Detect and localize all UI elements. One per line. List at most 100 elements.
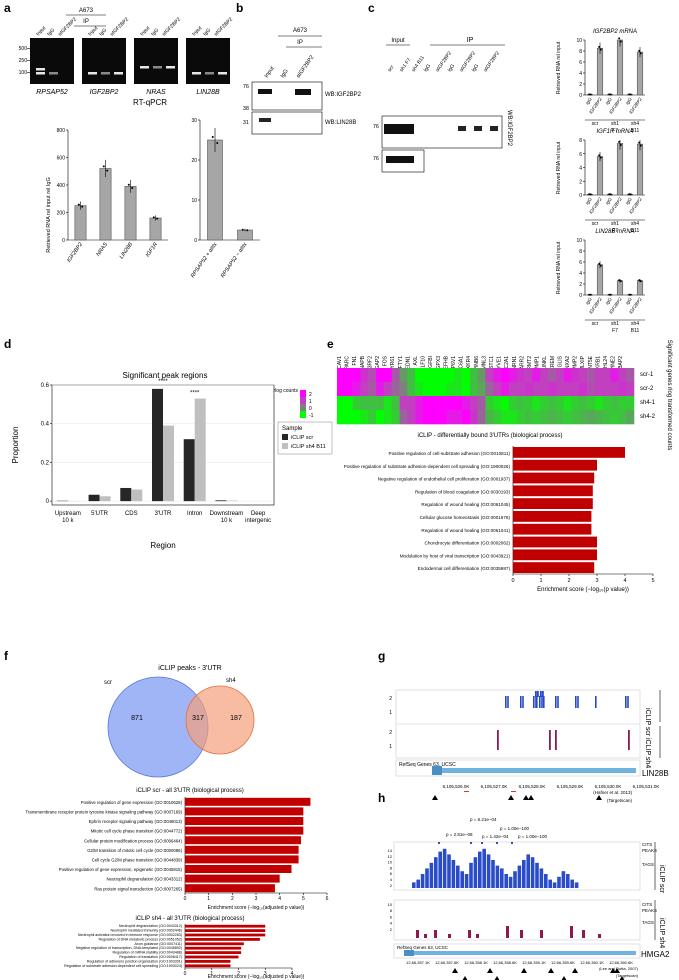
go-term-f-go2: Neutrophil degranulation (GO:0043312) xyxy=(119,924,182,928)
g-coord: 6,105,528.0K xyxy=(519,784,546,789)
lane-label: αIGF2BP2 xyxy=(161,16,182,37)
heatmap-cell xyxy=(462,382,471,397)
a-right-ytick-label: 30 xyxy=(191,118,197,124)
f-venn-count: 187 xyxy=(230,715,242,722)
go-term-f-go1: Ras protein signal transduction (GO:0007… xyxy=(94,886,182,891)
heatmap-cell xyxy=(454,382,463,397)
e-gene-label: STC1 xyxy=(489,356,495,369)
point-c-lin28b xyxy=(639,280,642,283)
xtick-label-a-left: NRAS xyxy=(95,241,109,257)
h-cits xyxy=(470,842,472,844)
h-tick: 12 xyxy=(388,854,393,859)
d-xtick-label: 5'UTR xyxy=(91,511,108,517)
heatmap-cell xyxy=(524,368,533,383)
heatmap-cell xyxy=(571,368,580,383)
e-gene-label: LYVE1 xyxy=(497,356,503,371)
heatmap-cell xyxy=(469,396,478,411)
c-group-label: B11 xyxy=(631,328,640,334)
heatmap-cell xyxy=(454,396,463,411)
f-go1-xtick-label: 1 xyxy=(207,896,210,902)
heatmap-cell xyxy=(579,368,588,383)
h-coord: 12,66,359.1K xyxy=(522,960,546,965)
heatmap-cell xyxy=(469,410,478,425)
g-scr-peak xyxy=(522,696,524,708)
h-sh4-bar xyxy=(598,934,601,938)
h-sh4-bar xyxy=(540,930,543,938)
h-coord: 12,66,358.6K xyxy=(493,960,517,965)
heatmap-cell xyxy=(462,410,471,425)
c-group-label: scr xyxy=(592,121,599,127)
bar-f-go1-0 xyxy=(185,797,311,806)
d-legend-title: Sample xyxy=(282,426,303,432)
bar-f-go2-2 xyxy=(185,933,266,937)
bar-e-go-0 xyxy=(513,447,625,458)
heatmap-cell xyxy=(383,396,393,411)
bar-e-go-4 xyxy=(513,498,593,509)
heatmap-cell xyxy=(446,382,455,397)
bar-f-go1-5 xyxy=(185,845,299,854)
heatmap-cell xyxy=(563,410,572,425)
h-tick: 6 xyxy=(390,914,393,919)
heatmap-cell xyxy=(508,410,518,425)
heatmap-cell xyxy=(368,368,377,383)
e-gene-label: SPARC xyxy=(345,356,351,373)
heatmap-cell xyxy=(548,410,557,425)
go-term-e-go: Positive regulation of substrate adhesio… xyxy=(344,464,511,469)
bar-d-0-2 xyxy=(120,487,132,502)
heatmap-cell xyxy=(399,382,408,397)
go-term-e-go: Positive regulation of cell-substrate ad… xyxy=(389,451,511,456)
bar-a-left-2 xyxy=(124,186,137,241)
f-xlabel-2: Enrichment score (−log₁₀(adjusted p valu… xyxy=(208,974,305,980)
heatmap-cell xyxy=(587,396,596,411)
heatmap-cell xyxy=(548,396,557,411)
h-scr-bar xyxy=(429,862,434,888)
heatmap-cell xyxy=(391,410,400,425)
h-coord: 12,66,359.6K xyxy=(551,960,575,965)
point-c-igf2bp2 xyxy=(599,48,602,51)
h-scr-bar xyxy=(522,860,526,888)
bar-d-0-1 xyxy=(88,494,100,502)
b-blot2 xyxy=(251,111,323,135)
bar-d-0-5 xyxy=(215,500,227,502)
c-band xyxy=(458,126,466,131)
f-venn-sh4-label: sh4 xyxy=(226,678,236,684)
h-row-label: TAGS xyxy=(642,862,654,867)
band-NRAS xyxy=(140,66,149,69)
heatmap-cell xyxy=(626,368,635,383)
f-go1-xtick-label: 0 xyxy=(184,896,187,902)
h-tick: 4 xyxy=(390,877,393,882)
heatmap-cell xyxy=(485,410,494,425)
e-go-xtick-label: 4 xyxy=(623,578,626,584)
point-c-lin28b xyxy=(638,279,641,282)
point-c-igf1r xyxy=(598,154,601,157)
heatmap-cell xyxy=(508,368,518,383)
heatmap-cell xyxy=(352,410,361,425)
c-marker: 76 xyxy=(373,124,379,130)
h-scr-bar xyxy=(530,857,535,888)
f-venn-count: 871 xyxy=(131,715,143,722)
heatmap-cell xyxy=(344,382,353,397)
c-group-label: sh1 xyxy=(611,321,619,327)
xtick-label-c-igf1r: IgG xyxy=(605,196,614,205)
heatmap-cell xyxy=(430,382,439,397)
b-band xyxy=(295,89,311,95)
heatmap-cell xyxy=(376,382,385,397)
c-group-label: sh4 xyxy=(631,221,639,227)
point-c-igf1r xyxy=(608,193,611,196)
point-a-right xyxy=(216,142,219,144)
g-coord: 6,105,531.0K xyxy=(633,784,660,789)
c-lane-label: scr xyxy=(387,64,396,73)
heatmap-cell xyxy=(555,382,564,397)
h-ref2: (Targetscan) xyxy=(616,973,639,978)
go-term-f-go2: Regulation of substrate adhesion-depende… xyxy=(64,964,182,968)
lane-label: IgG xyxy=(46,27,56,37)
e-scale-swatch xyxy=(300,390,306,397)
xtick-label-c-lin28b: IgG xyxy=(585,296,594,305)
a-right-ytick-label: 10 xyxy=(191,198,197,204)
g-site-marker xyxy=(523,795,529,800)
go-term-f-go2: Axon guidance (GO:0007411) xyxy=(135,942,182,946)
xtick-label-a-left: IGF1R xyxy=(145,242,159,259)
d-ytick-label: 0.4 xyxy=(41,422,50,428)
e-gene-label: SLC2A1 xyxy=(504,356,510,375)
